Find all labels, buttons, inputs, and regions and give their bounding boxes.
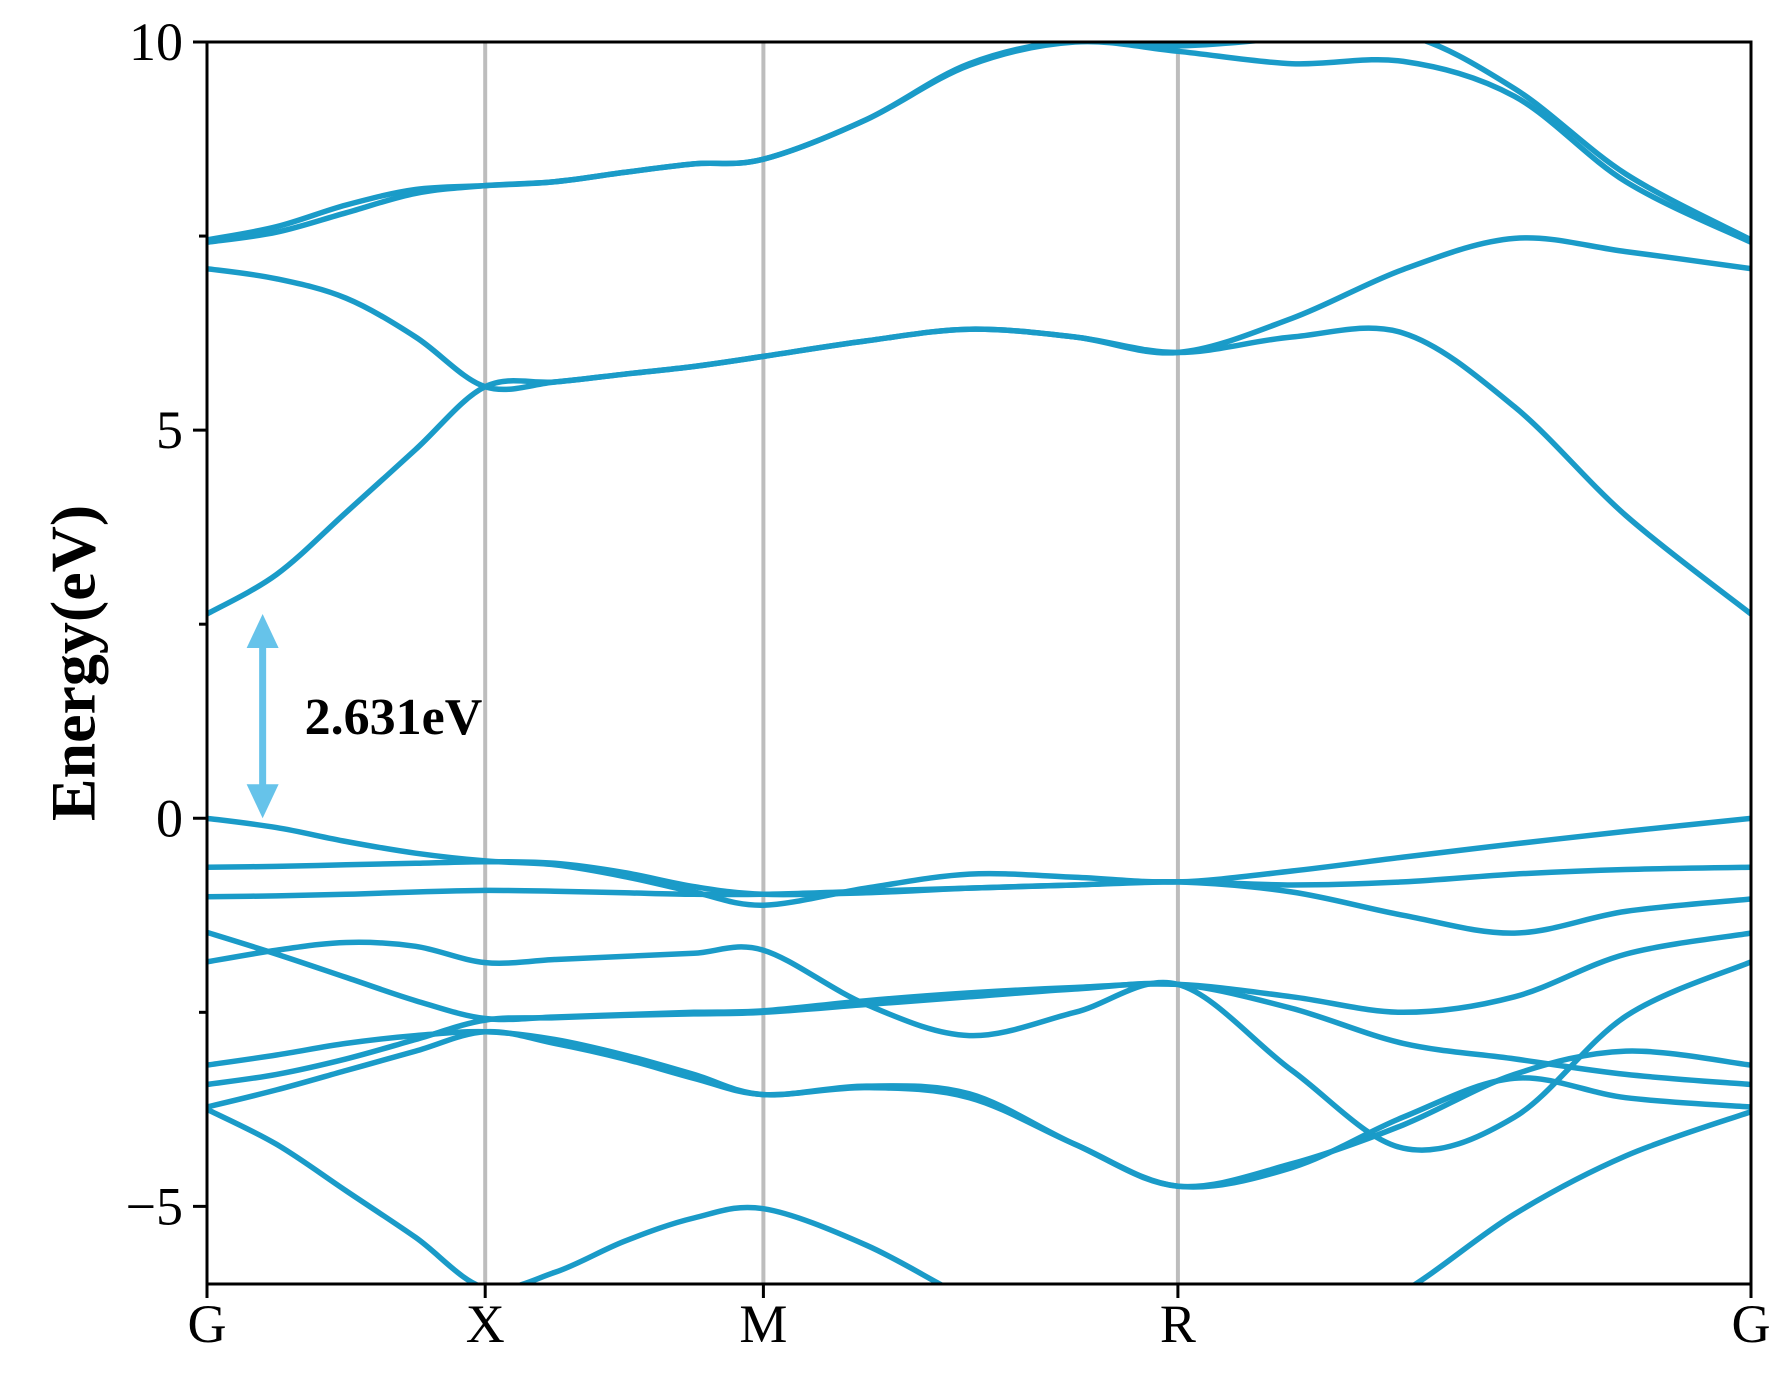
- x-tick-label: X: [466, 1294, 505, 1354]
- x-tick-label: M: [739, 1294, 787, 1354]
- y-tick-label: 5: [156, 400, 183, 460]
- band-line: [207, 325, 1751, 617]
- band-line: [207, 878, 1751, 936]
- band-line: [207, 42, 1751, 243]
- band-line: [207, 42, 1751, 246]
- band-line: [207, 980, 1751, 1088]
- x-tick-label: R: [1160, 1294, 1196, 1354]
- y-tick-label: −5: [126, 1176, 183, 1236]
- y-tick-label: 10: [129, 12, 183, 72]
- bands: [207, 42, 1751, 1284]
- band-line: [207, 235, 1751, 393]
- band-line: [207, 815, 1751, 908]
- annotation: 2.631eV: [246, 614, 483, 819]
- axes: G X M R G 10 5 0 −5: [126, 12, 1771, 1354]
- band-line: [207, 1028, 1751, 1190]
- y-axis-label: Energy(eV): [38, 505, 109, 821]
- plot-frame: [205, 40, 1753, 1286]
- x-tick-label: G: [1732, 1294, 1771, 1354]
- band-line: [207, 1028, 1751, 1190]
- x-tick-label: G: [188, 1294, 227, 1354]
- y-tick-label: 0: [156, 788, 183, 848]
- gap-arrow-head: [246, 614, 279, 649]
- gap-arrow-head: [246, 784, 279, 819]
- band-line: [207, 929, 1751, 1023]
- symmetry-lines: [483, 42, 1180, 1284]
- band-line: [207, 1106, 1751, 1284]
- band-line: [207, 939, 1751, 1153]
- gap-label: 2.631eV: [305, 689, 483, 746]
